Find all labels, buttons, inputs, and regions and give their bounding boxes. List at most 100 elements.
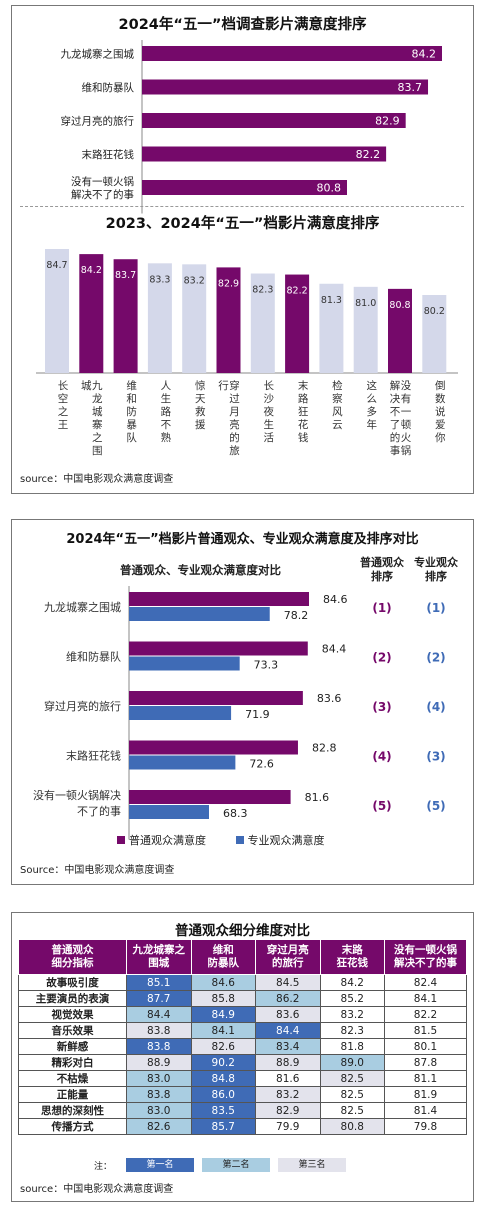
source-note: source：中国电影观众满意度调查 xyxy=(20,474,174,485)
bar-value-label-pro: 73.3 xyxy=(254,659,279,672)
table-row: 新鲜感 83.8 82.6 83.4 81.8 80.1 xyxy=(18,1038,467,1055)
table-header-cell: 末路 狂花钱 xyxy=(319,939,385,975)
category-label-char: 爱 xyxy=(435,418,446,431)
category-label-char: 寨 xyxy=(92,418,103,431)
category-label-char: 末 xyxy=(298,379,309,392)
table-row: 正能量 83.8 86.0 83.2 82.5 81.9 xyxy=(18,1086,467,1103)
rank-header-pro: 专业观众 排序 xyxy=(414,556,458,583)
category-label-char: 事 xyxy=(390,444,401,457)
table-cell: 82.2 xyxy=(384,1006,467,1023)
table-cell: 83.8 xyxy=(126,1038,192,1055)
category-label-char: 天 xyxy=(195,393,206,405)
row-label: 新鲜感 xyxy=(18,1038,127,1055)
panel-divider xyxy=(20,206,464,207)
panel3-title: 2024年“五一”档影片普通观众、专业观众满意度及排序对比 xyxy=(66,532,419,547)
bar-pro xyxy=(129,755,236,770)
bar-value-label: 81.3 xyxy=(321,295,342,306)
table-cell: 86.2 xyxy=(255,990,321,1007)
bar-value-label-pro: 71.9 xyxy=(245,708,269,721)
panel2-title: 2023、2024年“五一”档影片满意度排序 xyxy=(105,216,380,232)
category-label-char: 城 xyxy=(81,380,92,392)
category-label-char: 没 xyxy=(401,380,412,392)
bar xyxy=(182,264,207,373)
category-label: 九龙城寨之围城 xyxy=(61,48,135,61)
category-label-char: 活 xyxy=(264,432,275,444)
category-label: 末路狂花钱 xyxy=(66,749,121,763)
table-cell: 81.1 xyxy=(384,1070,467,1087)
table-cell: 79.8 xyxy=(384,1118,467,1135)
table-row: 音乐效果 83.8 84.1 84.4 82.3 81.5 xyxy=(18,1022,467,1039)
category-label-char: 年 xyxy=(366,418,377,431)
table-cell: 81.9 xyxy=(384,1086,467,1103)
category-label: 穿过月亮的旅行 xyxy=(44,699,121,713)
category-label-char: 王 xyxy=(58,419,69,431)
category-label-char: 狂 xyxy=(298,406,309,418)
table-cell: 85.2 xyxy=(319,990,385,1007)
table-cell: 84.1 xyxy=(384,990,467,1007)
dimension-table: 普通观众 细分指标 九龙城寨之 围城 维和 防暴队 穿过月亮 的旅行 末路 狂花钱 没有一… xyxy=(18,939,467,1135)
table-cell: 84.1 xyxy=(190,1022,256,1039)
bar-value-label: 84.2 xyxy=(412,48,437,61)
category-label: 维和防暴队 xyxy=(82,81,135,94)
table-header-cell: 没有一顿火锅 解决不了的事 xyxy=(384,939,467,975)
category-label-char: 救 xyxy=(195,405,206,418)
bar-value-label: 83.7 xyxy=(115,270,136,281)
category-label-char: 路 xyxy=(161,405,172,418)
row-label: 音乐效果 xyxy=(18,1022,127,1039)
bar xyxy=(388,288,412,373)
legend-second: 第二名 xyxy=(202,1158,271,1172)
bar xyxy=(142,79,429,95)
source-note: source：中国电影观众满意度调查 xyxy=(20,1184,174,1195)
category-label-char: 暴 xyxy=(126,419,137,431)
row-label: 精彩对白 xyxy=(18,1054,127,1071)
category-label-char: 夜 xyxy=(264,405,275,418)
row-label: 思想的深刻性 xyxy=(18,1102,127,1119)
bar-pro xyxy=(129,706,232,720)
bar xyxy=(142,113,406,128)
category-label-char: 防 xyxy=(126,405,137,418)
bar-value-label: 82.2 xyxy=(356,148,381,161)
category-label-char: 你 xyxy=(435,431,446,444)
table-cell: 85.8 xyxy=(190,990,256,1007)
category-label-char: 沙 xyxy=(264,393,275,405)
bar-value-label-general: 83.6 xyxy=(317,692,342,705)
table-cell: 81.5 xyxy=(384,1022,467,1039)
bar-general xyxy=(129,592,309,606)
bar xyxy=(79,254,104,373)
category-label-char: 解 xyxy=(390,379,401,392)
bar-general xyxy=(129,691,303,705)
category-label-char: 之 xyxy=(58,405,69,418)
category-label: 维和防暴队 xyxy=(66,650,121,664)
category-label-char: 检 xyxy=(332,379,343,392)
row-label: 传播方式 xyxy=(18,1118,127,1135)
category-label-char: 行 xyxy=(218,379,229,392)
category-label-char: 了 xyxy=(390,419,401,431)
audience-comparison-panel: 2024年“五一”档影片普通观众、专业观众满意度及排序对比 普通观众、专业观众满… xyxy=(11,519,474,885)
table-cell: 89.0 xyxy=(319,1054,385,1071)
bar xyxy=(319,283,344,373)
bar-value-label: 82.9 xyxy=(218,278,239,289)
row-label: 不枯燥 xyxy=(18,1070,127,1087)
category-label-char: 队 xyxy=(126,431,137,444)
bar-value-label-general: 84.6 xyxy=(323,593,348,606)
category-label-char: 风 xyxy=(332,406,343,418)
legend-swatch-pro xyxy=(235,836,244,844)
category-label-char: 维 xyxy=(126,379,137,392)
bar-pro xyxy=(129,607,270,621)
table-cell: 82.4 xyxy=(384,974,467,991)
table-cell: 81.8 xyxy=(319,1038,385,1055)
bar-general xyxy=(129,740,298,755)
category-label-char: 月 xyxy=(229,406,240,418)
table-cell: 85.1 xyxy=(126,974,192,991)
legend-swatch-general xyxy=(117,836,125,844)
bar-value-label: 83.7 xyxy=(398,81,423,94)
note-label: 注： xyxy=(94,1161,113,1172)
category-label-char: 火 xyxy=(401,432,412,444)
table-cell: 83.2 xyxy=(319,1006,385,1023)
category-label-char: 的 xyxy=(390,431,401,444)
category-label-char: 么 xyxy=(366,393,377,405)
category-label-char: 熟 xyxy=(161,431,172,444)
bar-pro xyxy=(129,805,209,819)
category-label-char: 锅 xyxy=(401,445,412,457)
panel1-title: 2024年“五一”档调查影片满意度排序 xyxy=(118,17,367,33)
